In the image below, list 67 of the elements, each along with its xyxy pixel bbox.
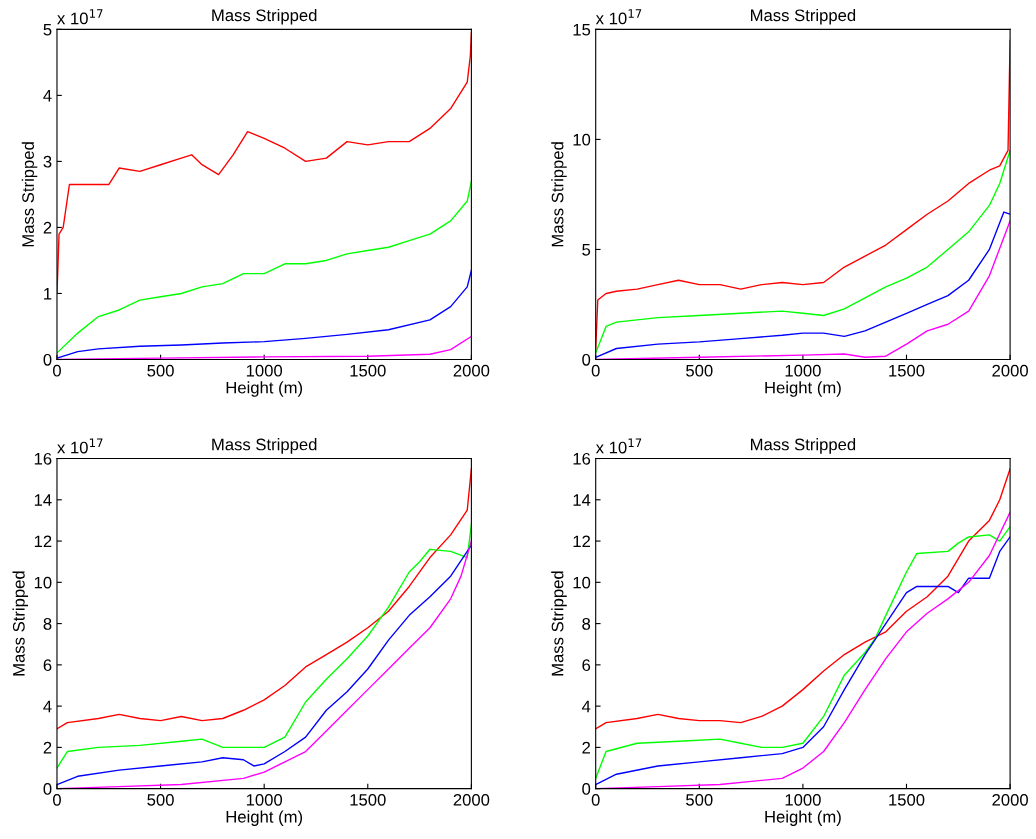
- line-series: [56, 468, 472, 730]
- y-tick-label: 2: [43, 741, 52, 754]
- chart-title: Mass Stripped: [212, 8, 317, 25]
- y-tick-label: 10: [573, 133, 591, 146]
- y-tick-label: 14: [34, 494, 52, 506]
- x-tick-label: 1000: [246, 364, 283, 377]
- x-axis-title: Height (m): [226, 810, 303, 826]
- y-tick-label: 8: [43, 618, 52, 630]
- x-tick-label: 1000: [246, 793, 283, 806]
- y-tick-label: 15: [573, 23, 591, 36]
- y-tick-label: 3: [43, 155, 52, 168]
- x-tick-label: 1500: [350, 793, 386, 806]
- x-tick-label: 2000: [992, 793, 1028, 806]
- text: x 10$^{17}$: [57, 9, 103, 25]
- y-axis-title: Mass Stripped: [551, 142, 567, 247]
- y-tick-label: 0: [582, 783, 591, 795]
- y-tick-label: 4: [43, 700, 52, 713]
- y-tick-label: 8: [582, 618, 591, 630]
- y-tick-label: 12: [573, 535, 590, 548]
- x-tick-label: 0: [591, 364, 600, 377]
- x-axis-title: Height (m): [765, 810, 841, 826]
- y-tick-label: 5: [43, 23, 52, 36]
- text: x 10$^{17}$: [595, 9, 642, 25]
- y-tick-label: 5: [582, 244, 591, 256]
- y-tick-label: 0: [582, 353, 591, 366]
- x-tick-label: 0: [53, 364, 61, 377]
- y-tick-label: 1: [44, 288, 52, 300]
- y-tick-label: 2: [582, 741, 590, 754]
- y-axis-title: Mass Stripped: [551, 571, 567, 676]
- y-tick-label: 14: [573, 494, 591, 506]
- y-tick-label: 2: [43, 221, 52, 234]
- text: x 10$^{17}$: [595, 438, 642, 454]
- x-tick-label: 1500: [350, 364, 386, 377]
- y-tick-label: 4: [581, 700, 591, 713]
- y-tick-label: 0: [43, 783, 52, 795]
- text: x 10$^{17}$: [57, 438, 103, 454]
- x-tick-label: 500: [686, 364, 713, 377]
- x-tick-label: 1000: [785, 364, 821, 377]
- x-tick-label: 0: [591, 793, 600, 806]
- y-tick-label: 16: [34, 452, 52, 465]
- y-tick-label: 10: [573, 576, 591, 589]
- x-tick-label: 500: [686, 793, 713, 806]
- x-tick-label: 1000: [785, 793, 821, 806]
- x-tick-label: 0: [53, 793, 61, 806]
- x-tick-label: 500: [147, 364, 174, 377]
- y-axis-title: Mass Stripped: [21, 142, 38, 247]
- y-tick-label: 12: [34, 535, 52, 548]
- chart-title: Mass Stripped: [751, 438, 856, 454]
- y-tick-label: 6: [43, 659, 52, 672]
- x-tick-label: 500: [147, 793, 174, 806]
- x-tick-label: 1500: [889, 793, 925, 806]
- x-tick-label: 2000: [992, 364, 1028, 377]
- line-series: [595, 468, 1011, 730]
- chart-title: Mass Stripped: [212, 438, 317, 454]
- y-tick-label: 16: [573, 452, 591, 465]
- x-axis-title: Height (m): [765, 381, 841, 397]
- line-series: [56, 180, 472, 354]
- y-tick-label: 0: [43, 353, 52, 366]
- x-axis-title: Height (m): [226, 381, 303, 397]
- y-tick-label: 4: [43, 89, 52, 102]
- x-tick-label: 2000: [453, 364, 490, 377]
- y-axis-title: Mass Stripped: [12, 571, 29, 676]
- y-tick-label: 6: [582, 659, 591, 672]
- x-tick-label: 1500: [889, 364, 925, 377]
- x-tick-label: 2000: [453, 793, 490, 806]
- y-tick-label: 10: [34, 576, 52, 589]
- chart-title: Mass Stripped: [751, 8, 856, 25]
